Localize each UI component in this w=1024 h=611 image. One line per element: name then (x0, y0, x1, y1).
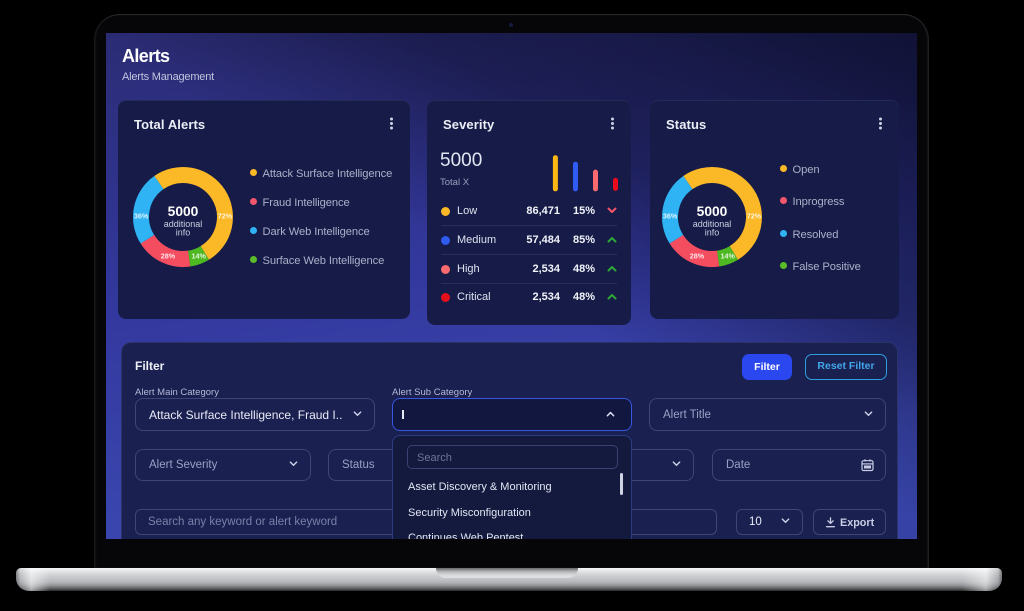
svg-text:5000: 5000 (697, 204, 728, 219)
svg-text:info: info (176, 228, 191, 238)
svg-text:info: info (705, 228, 720, 238)
svg-text:additional: additional (164, 219, 203, 229)
svg-text:72%: 72% (218, 212, 233, 221)
svg-text:additional: additional (693, 219, 732, 229)
svg-text:28%: 28% (690, 252, 705, 261)
svg-text:14%: 14% (721, 251, 736, 260)
svg-text:36%: 36% (134, 212, 149, 221)
svg-text:5000: 5000 (168, 204, 199, 219)
svg-text:36%: 36% (663, 212, 678, 221)
svg-text:72%: 72% (747, 212, 762, 221)
svg-text:28%: 28% (161, 252, 176, 261)
svg-text:14%: 14% (192, 251, 207, 260)
